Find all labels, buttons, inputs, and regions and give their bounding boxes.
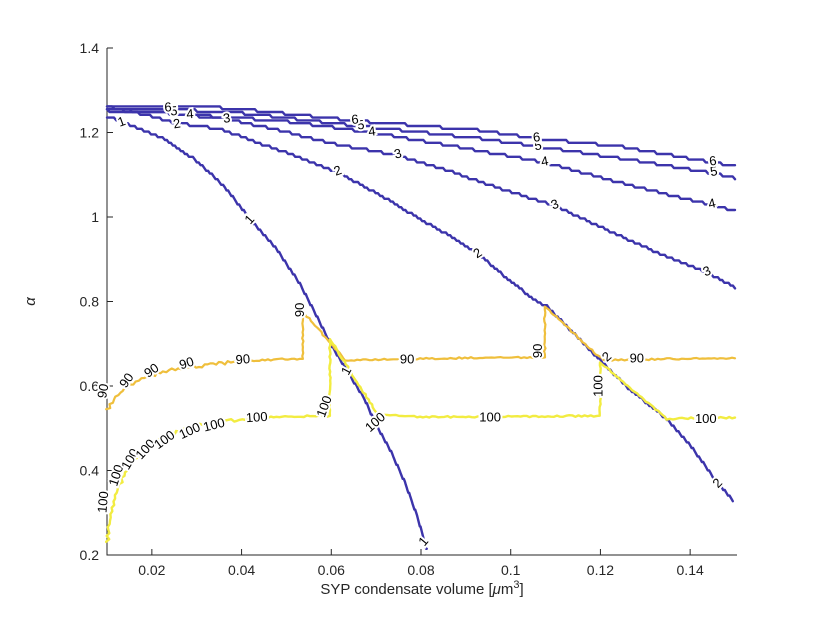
contour-label-100: 100 xyxy=(202,415,227,435)
axes-lines xyxy=(106,48,737,556)
x-tick-label: 0.1 xyxy=(501,562,521,578)
y-tick-label: 1.2 xyxy=(80,125,100,141)
x-axis-title-close: ] xyxy=(519,581,524,598)
contour-line-level-1 xyxy=(105,116,428,550)
contour-label-4: 4 xyxy=(707,195,717,211)
x-tick-label: 0.04 xyxy=(228,562,255,578)
contour-label-100: 100 xyxy=(94,491,111,514)
x-tick-label: 0.08 xyxy=(407,562,434,578)
contour-line-level-2 xyxy=(105,108,734,503)
y-tick-label: 0.4 xyxy=(80,463,100,479)
contour-label-4: 4 xyxy=(186,106,195,122)
contour-line-level-6 xyxy=(105,105,737,167)
contour-label-3: 3 xyxy=(393,145,404,161)
contour-label-4: 4 xyxy=(540,153,550,169)
y-tick-label: 1 xyxy=(91,209,99,225)
contour-line-level-90 xyxy=(105,305,737,411)
x-axis-title-sup: 3 xyxy=(513,579,520,591)
contour-label-90: 90 xyxy=(177,354,195,373)
contour-label-100: 100 xyxy=(177,419,203,442)
x-axis-title: SYP condensate volume [μm3] xyxy=(107,579,737,598)
contour-label-100: 100 xyxy=(245,409,268,425)
contour-label-90: 90 xyxy=(116,370,137,390)
contour-label-6: 6 xyxy=(351,111,360,127)
contour-label-90: 90 xyxy=(530,344,545,358)
x-tick-label: 0.02 xyxy=(138,562,165,578)
x-tick-label: 0.06 xyxy=(318,562,345,578)
y-tick-label: 0.6 xyxy=(80,378,100,394)
y-tick-label: 0.2 xyxy=(80,547,100,563)
contour-label-5: 5 xyxy=(170,103,178,118)
contour-label-90: 90 xyxy=(630,350,644,365)
contour-label-90: 90 xyxy=(292,303,307,317)
contour-label-6: 6 xyxy=(532,129,541,145)
contour-label-3: 3 xyxy=(701,263,713,280)
x-tick-label: 0.14 xyxy=(677,562,704,578)
contour-line-level-100 xyxy=(105,338,737,543)
contour-label-4: 4 xyxy=(367,123,376,139)
contour-label-2: 2 xyxy=(332,162,344,179)
contour-label-100: 100 xyxy=(313,394,335,420)
contour-lines-group xyxy=(105,105,737,550)
contour-label-3: 3 xyxy=(549,196,561,213)
contour-line-level-4 xyxy=(105,108,737,212)
x-tick-label: 0.12 xyxy=(587,562,614,578)
contour-label-100: 100 xyxy=(591,375,606,397)
contour-label-90: 90 xyxy=(94,382,111,399)
contour-label-100: 100 xyxy=(479,410,501,425)
y-axis-title: α xyxy=(21,297,39,306)
contour-label-6: 6 xyxy=(708,153,717,169)
y-tick-label: 1.4 xyxy=(80,40,100,56)
contour-label-90: 90 xyxy=(235,351,251,367)
contour-label-6: 6 xyxy=(164,99,172,114)
x-axis-title-mu: μ xyxy=(492,581,501,598)
contour-line-level-3 xyxy=(105,108,737,290)
y-tick-label: 0.8 xyxy=(80,294,100,310)
x-axis-title-text: SYP condensate volume [ xyxy=(320,581,493,598)
contour-label-1: 1 xyxy=(115,113,127,130)
contour-label-100: 100 xyxy=(695,411,717,426)
x-axis-title-m: m xyxy=(500,581,514,598)
contour-label-90: 90 xyxy=(400,352,414,367)
contour-line-level-5 xyxy=(105,105,737,181)
contour-label-100: 100 xyxy=(362,409,388,435)
